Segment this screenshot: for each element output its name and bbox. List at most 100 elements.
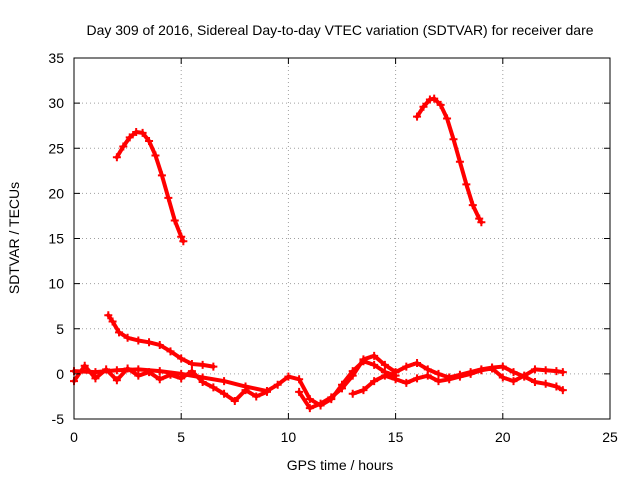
data-point bbox=[380, 360, 389, 369]
data-point bbox=[530, 365, 539, 374]
data-point bbox=[455, 372, 464, 381]
data-point bbox=[119, 142, 128, 151]
data-point bbox=[125, 133, 134, 142]
data-point bbox=[155, 375, 164, 384]
data-point bbox=[419, 102, 428, 111]
data-point bbox=[449, 135, 458, 144]
data-point bbox=[80, 361, 89, 370]
series-line bbox=[297, 353, 565, 411]
data-point bbox=[198, 377, 207, 386]
y-tick-label: 35 bbox=[48, 50, 64, 66]
data-point bbox=[380, 371, 389, 380]
data-point bbox=[402, 362, 411, 371]
data-point bbox=[241, 386, 250, 395]
data-point bbox=[252, 392, 261, 401]
axis-ticks bbox=[73, 57, 611, 420]
data-point bbox=[112, 376, 121, 385]
data-point bbox=[166, 347, 175, 356]
data-point bbox=[348, 371, 357, 380]
data-point bbox=[530, 377, 539, 386]
data-point bbox=[220, 377, 229, 386]
data-point bbox=[177, 374, 186, 383]
x-tick-label: 0 bbox=[70, 429, 78, 445]
data-point bbox=[402, 378, 411, 387]
data-series bbox=[70, 94, 567, 413]
x-tick-label: 25 bbox=[602, 429, 618, 445]
series-line bbox=[114, 130, 186, 244]
data-point bbox=[198, 360, 207, 369]
tick-labels: 0 5 10 15 20 25 -5 0 5 10 15 20 25 30 35 bbox=[48, 50, 618, 445]
data-point bbox=[436, 100, 445, 109]
data-point bbox=[295, 375, 304, 384]
data-point bbox=[413, 112, 422, 121]
data-point bbox=[509, 368, 518, 377]
data-point bbox=[155, 340, 164, 349]
y-tick-label: 20 bbox=[48, 185, 64, 201]
data-point bbox=[558, 368, 567, 377]
data-point bbox=[145, 368, 154, 377]
data-point bbox=[462, 180, 471, 189]
data-point bbox=[541, 379, 550, 388]
data-point bbox=[177, 354, 186, 363]
data-point bbox=[423, 371, 432, 380]
data-point bbox=[488, 364, 497, 373]
data-point bbox=[558, 386, 567, 395]
y-axis-label: SDTVAR / TECUs bbox=[6, 182, 22, 294]
data-point bbox=[91, 374, 100, 383]
y-tick-label: 0 bbox=[56, 366, 64, 382]
data-point bbox=[145, 137, 154, 146]
y-tick-label: 25 bbox=[48, 140, 64, 156]
data-point bbox=[166, 370, 175, 379]
x-axis-label: GPS time / hours bbox=[287, 457, 394, 473]
data-point bbox=[102, 365, 111, 374]
data-point bbox=[391, 375, 400, 384]
data-point bbox=[370, 351, 379, 360]
data-point bbox=[468, 201, 477, 210]
data-point bbox=[123, 364, 132, 373]
data-point bbox=[305, 395, 314, 404]
y-tick-label: 30 bbox=[48, 95, 64, 111]
data-point bbox=[359, 355, 368, 364]
series-arc-6 bbox=[295, 351, 567, 413]
data-point bbox=[338, 384, 346, 393]
data-point bbox=[434, 377, 443, 386]
data-point bbox=[104, 311, 113, 320]
data-point bbox=[209, 383, 218, 392]
series-arc-1 bbox=[112, 128, 188, 246]
x-tick-label: 10 bbox=[281, 429, 297, 445]
data-point bbox=[466, 369, 475, 378]
data-point bbox=[138, 128, 147, 137]
data-point bbox=[413, 359, 422, 368]
data-point bbox=[348, 389, 357, 398]
data-point bbox=[445, 375, 454, 384]
data-point bbox=[157, 171, 166, 180]
data-point bbox=[477, 366, 486, 375]
data-point bbox=[123, 333, 132, 342]
data-point bbox=[220, 389, 229, 398]
data-point bbox=[187, 359, 196, 368]
data-point bbox=[316, 399, 325, 408]
data-point bbox=[177, 232, 186, 241]
data-point bbox=[455, 157, 464, 166]
series-line bbox=[415, 96, 484, 225]
data-point bbox=[151, 151, 160, 160]
data-point bbox=[112, 153, 121, 162]
y-tick-label: -5 bbox=[52, 411, 65, 427]
data-point bbox=[295, 387, 304, 396]
data-point bbox=[391, 368, 400, 377]
data-point bbox=[498, 373, 507, 382]
data-point bbox=[541, 366, 550, 375]
data-point bbox=[498, 362, 507, 371]
data-point bbox=[434, 369, 443, 378]
data-point bbox=[108, 317, 117, 326]
data-point bbox=[284, 372, 293, 381]
data-point bbox=[273, 380, 282, 389]
series-arc-2 bbox=[413, 94, 486, 227]
data-point bbox=[112, 366, 121, 375]
data-point bbox=[170, 216, 179, 225]
data-point bbox=[430, 94, 439, 103]
data-point bbox=[509, 377, 518, 386]
data-point bbox=[443, 114, 452, 123]
data-point bbox=[209, 362, 218, 371]
series-arc-3 bbox=[104, 311, 218, 371]
